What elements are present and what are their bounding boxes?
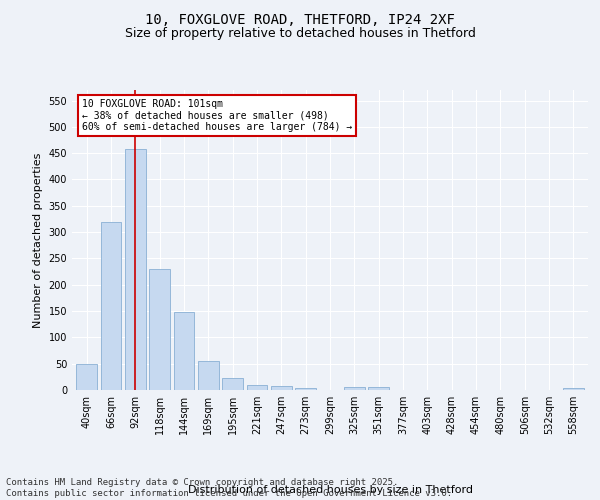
Bar [222,378,243,390]
Text: Distribution of detached houses by size in Thetford: Distribution of detached houses by size … [187,485,473,495]
Bar [149,269,170,390]
Bar [173,312,194,390]
Text: Contains HM Land Registry data © Crown copyright and database right 2025.
Contai: Contains HM Land Registry data © Crown c… [6,478,452,498]
Bar [101,222,121,390]
Bar [198,361,218,390]
Bar [125,150,146,390]
Bar [344,387,365,390]
Bar [563,388,584,390]
Bar [368,387,389,390]
Y-axis label: Number of detached properties: Number of detached properties [33,152,43,328]
Text: 10, FOXGLOVE ROAD, THETFORD, IP24 2XF: 10, FOXGLOVE ROAD, THETFORD, IP24 2XF [145,12,455,26]
Bar [271,386,292,390]
Bar [76,364,97,390]
Text: 10 FOXGLOVE ROAD: 101sqm
← 38% of detached houses are smaller (498)
60% of semi-: 10 FOXGLOVE ROAD: 101sqm ← 38% of detach… [82,99,353,132]
Bar [295,388,316,390]
Bar [247,384,268,390]
Text: Size of property relative to detached houses in Thetford: Size of property relative to detached ho… [125,28,475,40]
